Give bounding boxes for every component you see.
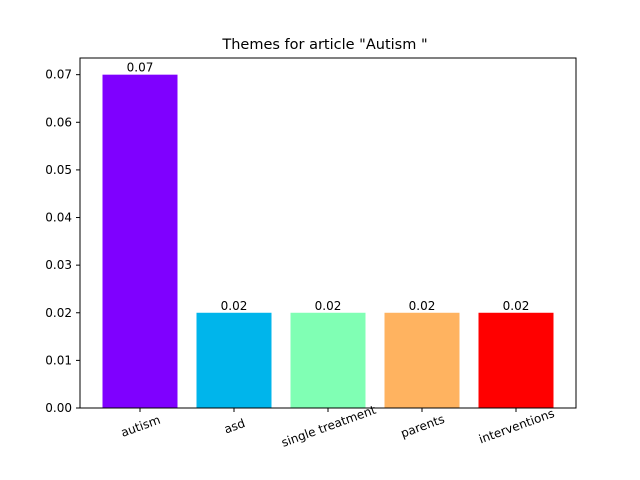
y-tick-label: 0.00	[45, 401, 72, 415]
y-axis: 0.00 0.01 0.02 0.03 0.04 0.05 0.06 0.07	[45, 68, 80, 415]
x-axis: autism asd single treatment parents interven…	[119, 403, 556, 450]
data-labels-group: 0.07 0.02 0.02 0.02 0.02	[127, 61, 530, 313]
y-tick-label: 0.04	[45, 211, 72, 225]
data-label: 0.02	[221, 299, 248, 313]
y-tick-label: 0.05	[45, 163, 72, 177]
x-tick-label: single treatment	[279, 403, 378, 450]
data-label: 0.07	[127, 61, 154, 75]
x-tick-label: interventions	[477, 406, 556, 446]
bars-group	[102, 74, 554, 409]
bar-single-treatment	[290, 312, 366, 408]
chart-title: Themes for article "Autism "	[221, 37, 427, 53]
y-tick-label: 0.01	[45, 353, 72, 367]
x-tick-label: parents	[399, 412, 447, 441]
bar-autism	[102, 74, 178, 409]
plot-frame	[79, 57, 577, 409]
x-tick-label: autism	[119, 413, 162, 440]
bar-interventions	[478, 312, 554, 408]
y-tick-label: 0.07	[45, 68, 72, 82]
x-tick-label: asd	[222, 416, 247, 436]
y-tick-label: 0.06	[45, 115, 72, 129]
y-tick-label: 0.02	[45, 306, 72, 320]
data-label: 0.02	[315, 299, 342, 313]
data-label: 0.02	[409, 299, 436, 313]
bar-parents	[384, 312, 460, 408]
bar-asd	[196, 312, 272, 408]
y-tick-label: 0.03	[45, 258, 72, 272]
data-label: 0.02	[503, 299, 530, 313]
